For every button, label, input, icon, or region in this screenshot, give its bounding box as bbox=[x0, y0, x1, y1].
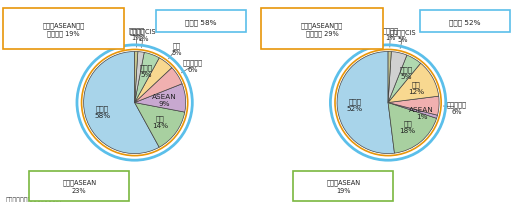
Wedge shape bbox=[135, 59, 172, 103]
Text: 中東
12%: 中東 12% bbox=[408, 81, 424, 95]
Text: 先進国 52%: 先進国 52% bbox=[449, 19, 480, 25]
Wedge shape bbox=[135, 68, 182, 103]
Text: 先進国 58%: 先進国 58% bbox=[185, 19, 216, 25]
Text: 中国
18%: 中国 18% bbox=[400, 120, 416, 133]
Text: 南西アジア
6%: 南西アジア 6% bbox=[447, 101, 467, 114]
Wedge shape bbox=[388, 103, 437, 153]
Wedge shape bbox=[388, 64, 439, 103]
Wedge shape bbox=[135, 52, 138, 103]
Text: ASEAN
9%: ASEAN 9% bbox=[152, 94, 176, 107]
Text: 中国・ASEAN
19%: 中国・ASEAN 19% bbox=[326, 179, 360, 193]
Text: 中国・ASEAN以外
の新興国 19%: 中国・ASEAN以外 の新興国 19% bbox=[42, 22, 84, 37]
Text: 中東
5%: 中東 5% bbox=[172, 42, 182, 56]
Text: ASEAN
1%: ASEAN 1% bbox=[409, 106, 434, 119]
Text: ロシア・CIS
2%: ロシア・CIS 2% bbox=[130, 28, 157, 42]
Text: 資料：マークラインズから作成。: 資料：マークラインズから作成。 bbox=[5, 196, 62, 202]
Wedge shape bbox=[388, 103, 438, 119]
Wedge shape bbox=[388, 52, 407, 103]
Text: 先進国
58%: 先進国 58% bbox=[95, 104, 110, 118]
Text: 中国・ASEAN
23%: 中国・ASEAN 23% bbox=[62, 179, 96, 193]
Text: 中国・ASEAN以外
の新興国 29%: 中国・ASEAN以外 の新興国 29% bbox=[301, 22, 343, 37]
Text: 中南米
5%: 中南米 5% bbox=[400, 66, 413, 79]
Wedge shape bbox=[135, 52, 144, 103]
Text: 先進国
52%: 先進国 52% bbox=[347, 98, 363, 112]
Wedge shape bbox=[337, 52, 394, 154]
Wedge shape bbox=[135, 103, 185, 147]
Wedge shape bbox=[388, 52, 391, 103]
Text: 南西アジア
6%: 南西アジア 6% bbox=[183, 60, 203, 73]
Text: ロシア・CIS
5%: ロシア・CIS 5% bbox=[390, 29, 417, 43]
Wedge shape bbox=[83, 52, 159, 154]
Wedge shape bbox=[135, 84, 186, 113]
Text: 中国
14%: 中国 14% bbox=[152, 115, 168, 128]
Text: アフリカ
1%: アフリカ 1% bbox=[129, 28, 145, 41]
Wedge shape bbox=[388, 97, 439, 116]
Wedge shape bbox=[135, 53, 159, 103]
Wedge shape bbox=[388, 56, 421, 103]
Text: 中南米
5%: 中南米 5% bbox=[140, 64, 153, 77]
Text: アフリカ
1%: アフリカ 1% bbox=[382, 28, 398, 41]
